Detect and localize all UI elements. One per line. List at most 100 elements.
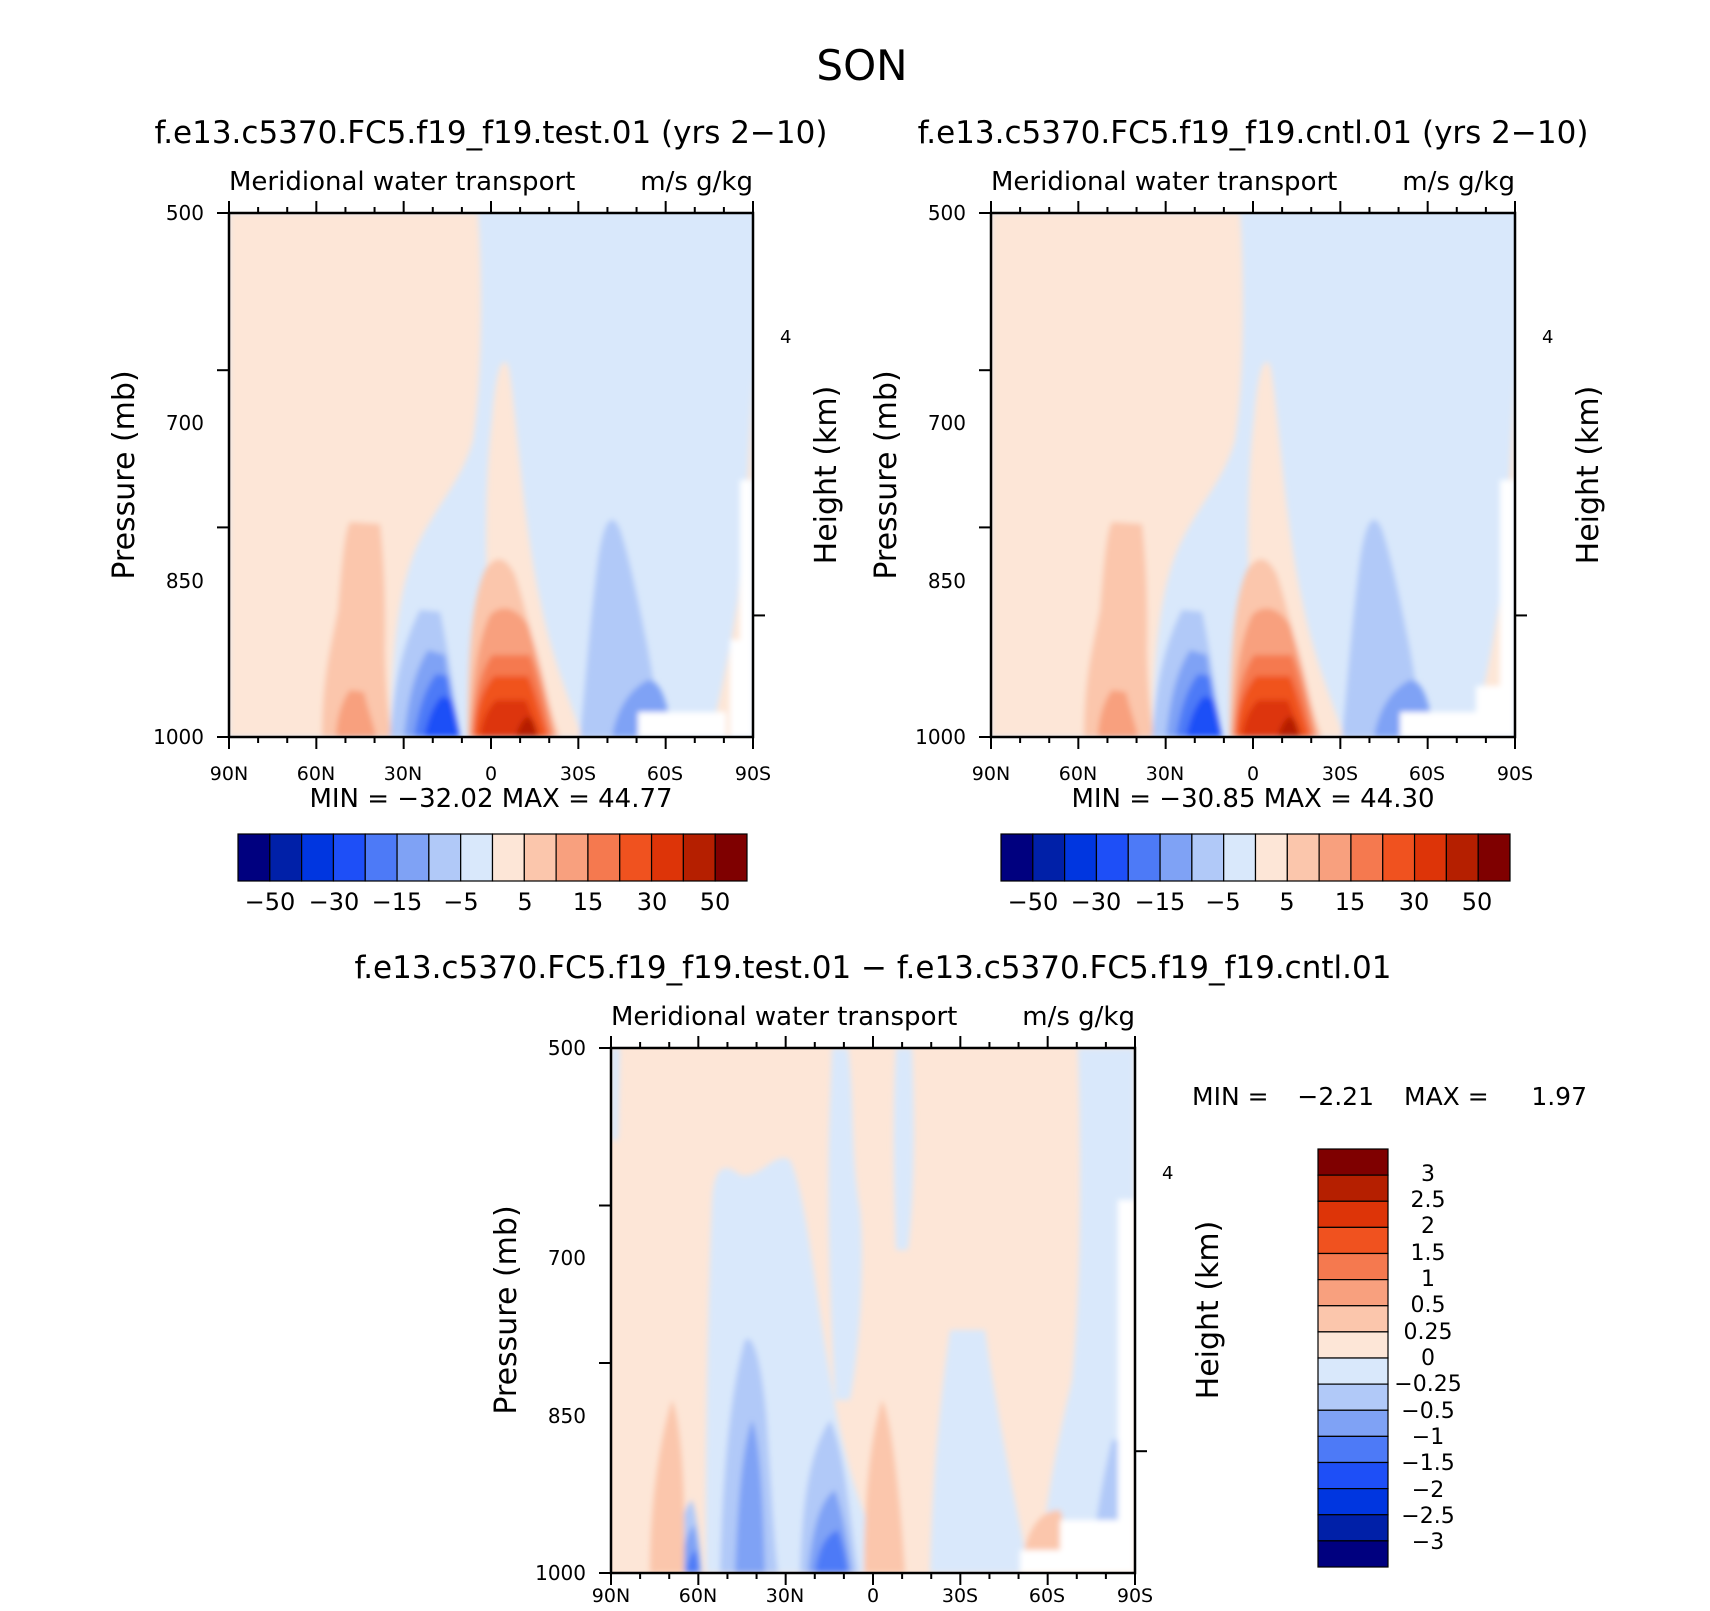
colorbar-box xyxy=(1317,1383,1389,1411)
colorbar-box xyxy=(396,833,430,882)
max-value: 1.97 xyxy=(1531,1082,1587,1111)
y-axis-label-right: Height (km) xyxy=(1191,1221,1226,1400)
x-tick-label: 90S xyxy=(1117,1585,1153,1607)
colorbar xyxy=(237,833,748,882)
colorbar-label: 2 xyxy=(1421,1214,1435,1239)
colorbar-box xyxy=(587,833,621,882)
colorbar-box xyxy=(650,833,684,882)
colorbar-box xyxy=(1317,1435,1389,1464)
colorbar-box xyxy=(1254,833,1288,882)
y-tick-label: 850 xyxy=(548,1404,586,1428)
colorbar-box xyxy=(301,833,335,882)
y-axis-label: Pressure (mb) xyxy=(489,1205,524,1414)
min-max-readout: MIN = −30.85 MAX = 44.30 xyxy=(1071,784,1434,814)
colorbar-box xyxy=(1317,1148,1389,1176)
colorbar-label: 0 xyxy=(1421,1346,1435,1371)
colorbar-box xyxy=(1317,1174,1389,1202)
colorbar-box xyxy=(1317,1409,1389,1437)
colorbar-label: 50 xyxy=(700,888,731,916)
y-tick-label: 1000 xyxy=(535,1561,586,1585)
colorbar-box xyxy=(364,833,398,882)
colorbar-box xyxy=(1317,1357,1389,1385)
colorbar-box xyxy=(1317,1305,1389,1333)
colorbar-label: −15 xyxy=(372,888,423,916)
y-tick-label: 500 xyxy=(166,201,204,225)
colorbar-label: −3 xyxy=(1412,1530,1444,1555)
colorbar-box xyxy=(1317,1514,1389,1542)
max-label: MAX = xyxy=(1404,1082,1489,1111)
colorbar-label: 15 xyxy=(1335,888,1366,916)
x-tick-label: 90N xyxy=(972,763,1010,785)
colorbar xyxy=(1317,1148,1389,1568)
y-tick-label: 700 xyxy=(548,1246,586,1270)
colorbar-label: 3 xyxy=(1421,1162,1435,1187)
ticks xyxy=(217,201,765,749)
right-tick-label: 4 xyxy=(780,327,791,348)
panel-title: f.e13.c5370.FC5.f19_f19.cntl.01 (yrs 2−1… xyxy=(918,115,1589,151)
contour-field xyxy=(991,213,1515,737)
colorbar-box xyxy=(1318,833,1352,882)
colorbar-box xyxy=(1223,833,1257,882)
x-tick-label: 90S xyxy=(735,763,771,785)
colorbar-label: −0.5 xyxy=(1401,1399,1454,1424)
x-tick-label: 30N xyxy=(1146,763,1184,785)
ticks xyxy=(599,1036,1147,1585)
colorbar-box xyxy=(682,833,716,882)
x-tick-label: 60S xyxy=(1409,763,1445,785)
colorbar-box xyxy=(1032,833,1066,882)
colorbar-box xyxy=(237,833,271,882)
panel-subtitle: Meridional water transport xyxy=(229,167,575,197)
y-tick-label: 850 xyxy=(928,569,966,593)
colorbar-label: −5 xyxy=(443,888,478,916)
colorbar-label: 50 xyxy=(1462,888,1493,916)
colorbar-label: 2.5 xyxy=(1411,1188,1446,1213)
y-tick-label: 700 xyxy=(928,411,966,435)
colorbar-labels: −50 −30 −15 −5 5 15 30 50 xyxy=(1008,888,1493,916)
panel-title: f.e13.c5370.FC5.f19_f19.test.01 (yrs 2−1… xyxy=(155,115,828,151)
colorbar-box xyxy=(1477,833,1511,882)
colorbar-label: 30 xyxy=(637,888,668,916)
panel-units: m/s g/kg xyxy=(1402,167,1515,197)
colorbar-label: −0.25 xyxy=(1394,1372,1461,1397)
x-tick-label: 60N xyxy=(1059,763,1097,785)
panel-diff: f.e13.c5370.FC5.f19_f19.test.01 − f.e13.… xyxy=(355,950,1587,1607)
colorbar-box xyxy=(1317,1461,1389,1490)
colorbar-labels: 3 2.5 2 1.5 1 0.5 0.25 0 −0.25 −0.5 −1 −… xyxy=(1394,1162,1461,1555)
x-tick-labels: 90N 60N 30N 0 30S 60S 90S xyxy=(972,763,1533,785)
min-label: MIN = xyxy=(1192,1082,1269,1111)
colorbar-box xyxy=(1159,833,1193,882)
y-tick-labels: 500 700 850 1000 xyxy=(153,201,204,749)
x-tick-label: 90N xyxy=(592,1585,630,1607)
x-tick-label: 30N xyxy=(384,763,422,785)
right-tick-label: 4 xyxy=(1542,327,1553,348)
colorbar-label: −50 xyxy=(245,888,296,916)
colorbar-label: −15 xyxy=(1135,888,1186,916)
x-tick-label: 30S xyxy=(560,763,596,785)
x-tick-label: 60S xyxy=(647,763,683,785)
min-max-readout: MIN = −32.02 MAX = 44.77 xyxy=(309,784,672,814)
colorbar-box xyxy=(1317,1331,1389,1359)
figure-title: SON xyxy=(816,41,907,90)
x-tick-labels: 90N 60N 30N 0 30S 60S 90S xyxy=(210,763,771,785)
colorbar-label: 30 xyxy=(1399,888,1430,916)
y-axis-label-right: Height (km) xyxy=(809,386,844,565)
min-value: −2.21 xyxy=(1297,1082,1374,1111)
colorbar-box xyxy=(1000,833,1034,882)
colorbar-box xyxy=(1127,833,1161,882)
colorbar-box xyxy=(523,833,557,882)
panel-title: f.e13.c5370.FC5.f19_f19.test.01 − f.e13.… xyxy=(355,950,1392,986)
min-max-readout: MIN = −2.21 MAX = 1.97 xyxy=(1192,1082,1587,1111)
panel-subtitle: Meridional water transport xyxy=(991,167,1337,197)
contour-field xyxy=(611,1048,1135,1573)
colorbar-box xyxy=(1317,1226,1389,1255)
colorbar-label: −30 xyxy=(309,888,360,916)
panel-subtitle: Meridional water transport xyxy=(611,1002,957,1032)
x-tick-label: 30S xyxy=(1322,763,1358,785)
y-tick-label: 1000 xyxy=(153,725,204,749)
colorbar-label: −50 xyxy=(1008,888,1059,916)
colorbar-box xyxy=(619,833,653,882)
y-axis-label: Pressure (mb) xyxy=(869,370,904,579)
contour-field xyxy=(229,213,753,737)
colorbar-box xyxy=(1064,833,1098,882)
